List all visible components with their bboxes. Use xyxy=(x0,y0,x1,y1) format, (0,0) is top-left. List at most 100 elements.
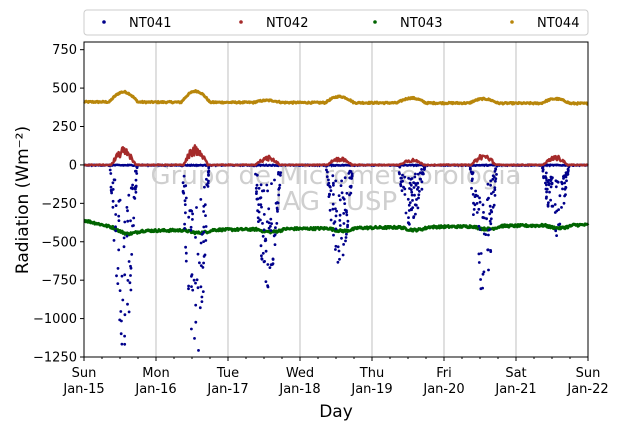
y-tick-label-4: −250 xyxy=(41,197,77,212)
nt041-point xyxy=(334,179,338,183)
nt041-point xyxy=(118,318,122,322)
nt041-point xyxy=(486,198,489,202)
nt041-point xyxy=(200,300,204,303)
nt041-point xyxy=(259,183,263,187)
nt041-point xyxy=(400,176,403,180)
nt041-point xyxy=(410,193,414,197)
nt041-point xyxy=(202,225,206,229)
legend-marker-nt042 xyxy=(239,20,243,24)
nt041-point xyxy=(279,173,282,177)
nt041-point xyxy=(544,175,547,178)
nt041-point xyxy=(202,240,206,244)
series-nt044-line xyxy=(83,89,589,106)
nt041-point xyxy=(555,180,559,183)
nt041-point xyxy=(482,270,486,274)
x-tick-label-date-2: Jan-17 xyxy=(206,382,248,397)
legend-marker-nt043 xyxy=(373,20,377,24)
nt041-point xyxy=(344,236,348,239)
nt041-point xyxy=(408,201,412,205)
series-nt041-points xyxy=(108,163,571,352)
nt041-point xyxy=(255,192,258,196)
nt041-point xyxy=(338,219,342,222)
nt041-point xyxy=(123,313,127,317)
nt041-point xyxy=(420,187,424,191)
nt041-point xyxy=(127,260,131,263)
nt041-point xyxy=(254,186,258,190)
x-axis-label: Day xyxy=(319,402,353,422)
nt041-point xyxy=(122,236,126,240)
nt041-point xyxy=(487,268,490,272)
nt041-point xyxy=(475,211,479,214)
nt041-point xyxy=(413,175,417,179)
nt041-point xyxy=(545,179,549,182)
nt041-point xyxy=(131,183,135,187)
nt041-point xyxy=(489,217,493,221)
x-tick-label-day-0: Sun xyxy=(72,366,97,381)
nt041-point xyxy=(348,193,351,197)
nt041-point xyxy=(268,266,272,269)
nt041-point xyxy=(260,257,264,261)
x-tick-label-day-2: Tue xyxy=(216,366,239,381)
nt041-point xyxy=(400,189,404,193)
nt041-point xyxy=(478,196,481,200)
nt041-point xyxy=(334,227,338,231)
nt041-point xyxy=(564,193,567,197)
nt041-point xyxy=(472,213,475,217)
nt041-point xyxy=(277,171,280,174)
nt041-point xyxy=(183,203,187,207)
nt041-point xyxy=(409,208,413,211)
nt041-point xyxy=(279,171,283,175)
nt041-point xyxy=(192,278,196,282)
nt041-point xyxy=(119,310,123,313)
nt041-point xyxy=(477,252,481,256)
nt041-point xyxy=(544,196,548,200)
nt041-point xyxy=(204,225,208,228)
nt041-point xyxy=(204,239,208,242)
nt041-point xyxy=(414,212,417,216)
nt041-point xyxy=(184,259,188,263)
nt041-point xyxy=(420,180,424,184)
nt041-point xyxy=(262,189,266,193)
nt041-point xyxy=(419,177,422,181)
legend-label-nt042: NT042 xyxy=(266,16,308,31)
nt041-point xyxy=(111,205,115,209)
nt041-point xyxy=(478,228,482,231)
x-tick-label-date-0: Jan-15 xyxy=(62,382,104,397)
y-tick-label-3: −500 xyxy=(41,235,77,250)
nt041-point xyxy=(273,233,277,237)
nt041-point xyxy=(266,285,270,289)
nt041-point xyxy=(277,193,281,197)
nt041-point xyxy=(112,178,116,182)
nt041-point xyxy=(477,207,481,211)
nt041-point xyxy=(406,197,410,201)
y-tick-label-5: 0 xyxy=(69,158,77,173)
nt041-point xyxy=(125,206,129,209)
nt041-point xyxy=(488,204,492,208)
nt041-point xyxy=(117,214,121,218)
nt041-point xyxy=(257,210,261,214)
nt041-point xyxy=(423,167,426,170)
nt041-point xyxy=(478,200,482,204)
nt041-point xyxy=(120,342,124,346)
nt041-point xyxy=(493,170,497,173)
nt041-point xyxy=(255,183,259,187)
nt041-point xyxy=(489,222,493,226)
nt041-point xyxy=(407,203,411,207)
nt041-point xyxy=(417,196,420,200)
nt041-point xyxy=(545,183,548,187)
nt041-point xyxy=(479,252,483,255)
nt041-point xyxy=(345,232,348,236)
nt041-point xyxy=(271,258,275,261)
nt041-point xyxy=(408,187,411,190)
nt041-point xyxy=(401,179,404,183)
nt041-point xyxy=(264,280,268,283)
nt041-point xyxy=(117,219,121,223)
nt041-point xyxy=(328,193,331,197)
nt041-point xyxy=(472,208,476,211)
nt041-point xyxy=(258,196,262,200)
nt041-point xyxy=(334,248,337,251)
nt041-point xyxy=(184,184,188,188)
nt041-point xyxy=(121,298,125,302)
nt041-point xyxy=(560,206,563,209)
nt041-point xyxy=(264,237,267,241)
